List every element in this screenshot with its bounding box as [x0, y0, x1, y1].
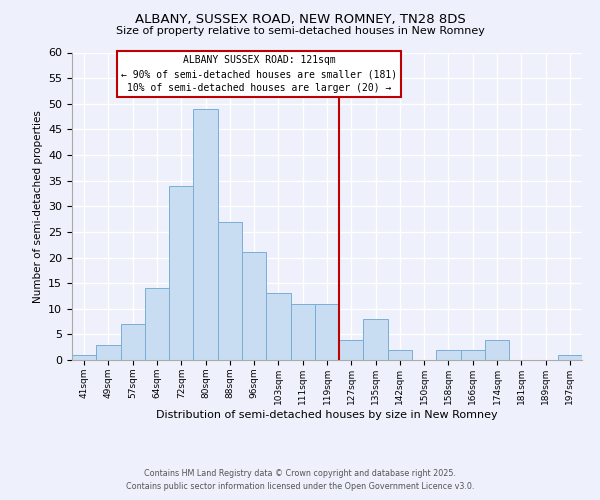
- Bar: [121, 324, 145, 360]
- Bar: [169, 186, 193, 360]
- Bar: [461, 350, 485, 360]
- Bar: [436, 350, 461, 360]
- Bar: [339, 340, 364, 360]
- Text: ALBANY SUSSEX ROAD: 121sqm
← 90% of semi-detached houses are smaller (181)
10% o: ALBANY SUSSEX ROAD: 121sqm ← 90% of semi…: [121, 55, 397, 93]
- Bar: [364, 319, 388, 360]
- Bar: [72, 355, 96, 360]
- Bar: [145, 288, 169, 360]
- Bar: [388, 350, 412, 360]
- Bar: [290, 304, 315, 360]
- Text: ALBANY, SUSSEX ROAD, NEW ROMNEY, TN28 8DS: ALBANY, SUSSEX ROAD, NEW ROMNEY, TN28 8D…: [134, 12, 466, 26]
- Text: Size of property relative to semi-detached houses in New Romney: Size of property relative to semi-detach…: [116, 26, 484, 36]
- Bar: [242, 252, 266, 360]
- Bar: [315, 304, 339, 360]
- Bar: [96, 344, 121, 360]
- Bar: [193, 109, 218, 360]
- Y-axis label: Number of semi-detached properties: Number of semi-detached properties: [32, 110, 43, 302]
- Bar: [218, 222, 242, 360]
- Bar: [485, 340, 509, 360]
- Bar: [558, 355, 582, 360]
- Text: Contains HM Land Registry data © Crown copyright and database right 2025.
Contai: Contains HM Land Registry data © Crown c…: [126, 469, 474, 491]
- X-axis label: Distribution of semi-detached houses by size in New Romney: Distribution of semi-detached houses by …: [156, 410, 498, 420]
- Bar: [266, 294, 290, 360]
